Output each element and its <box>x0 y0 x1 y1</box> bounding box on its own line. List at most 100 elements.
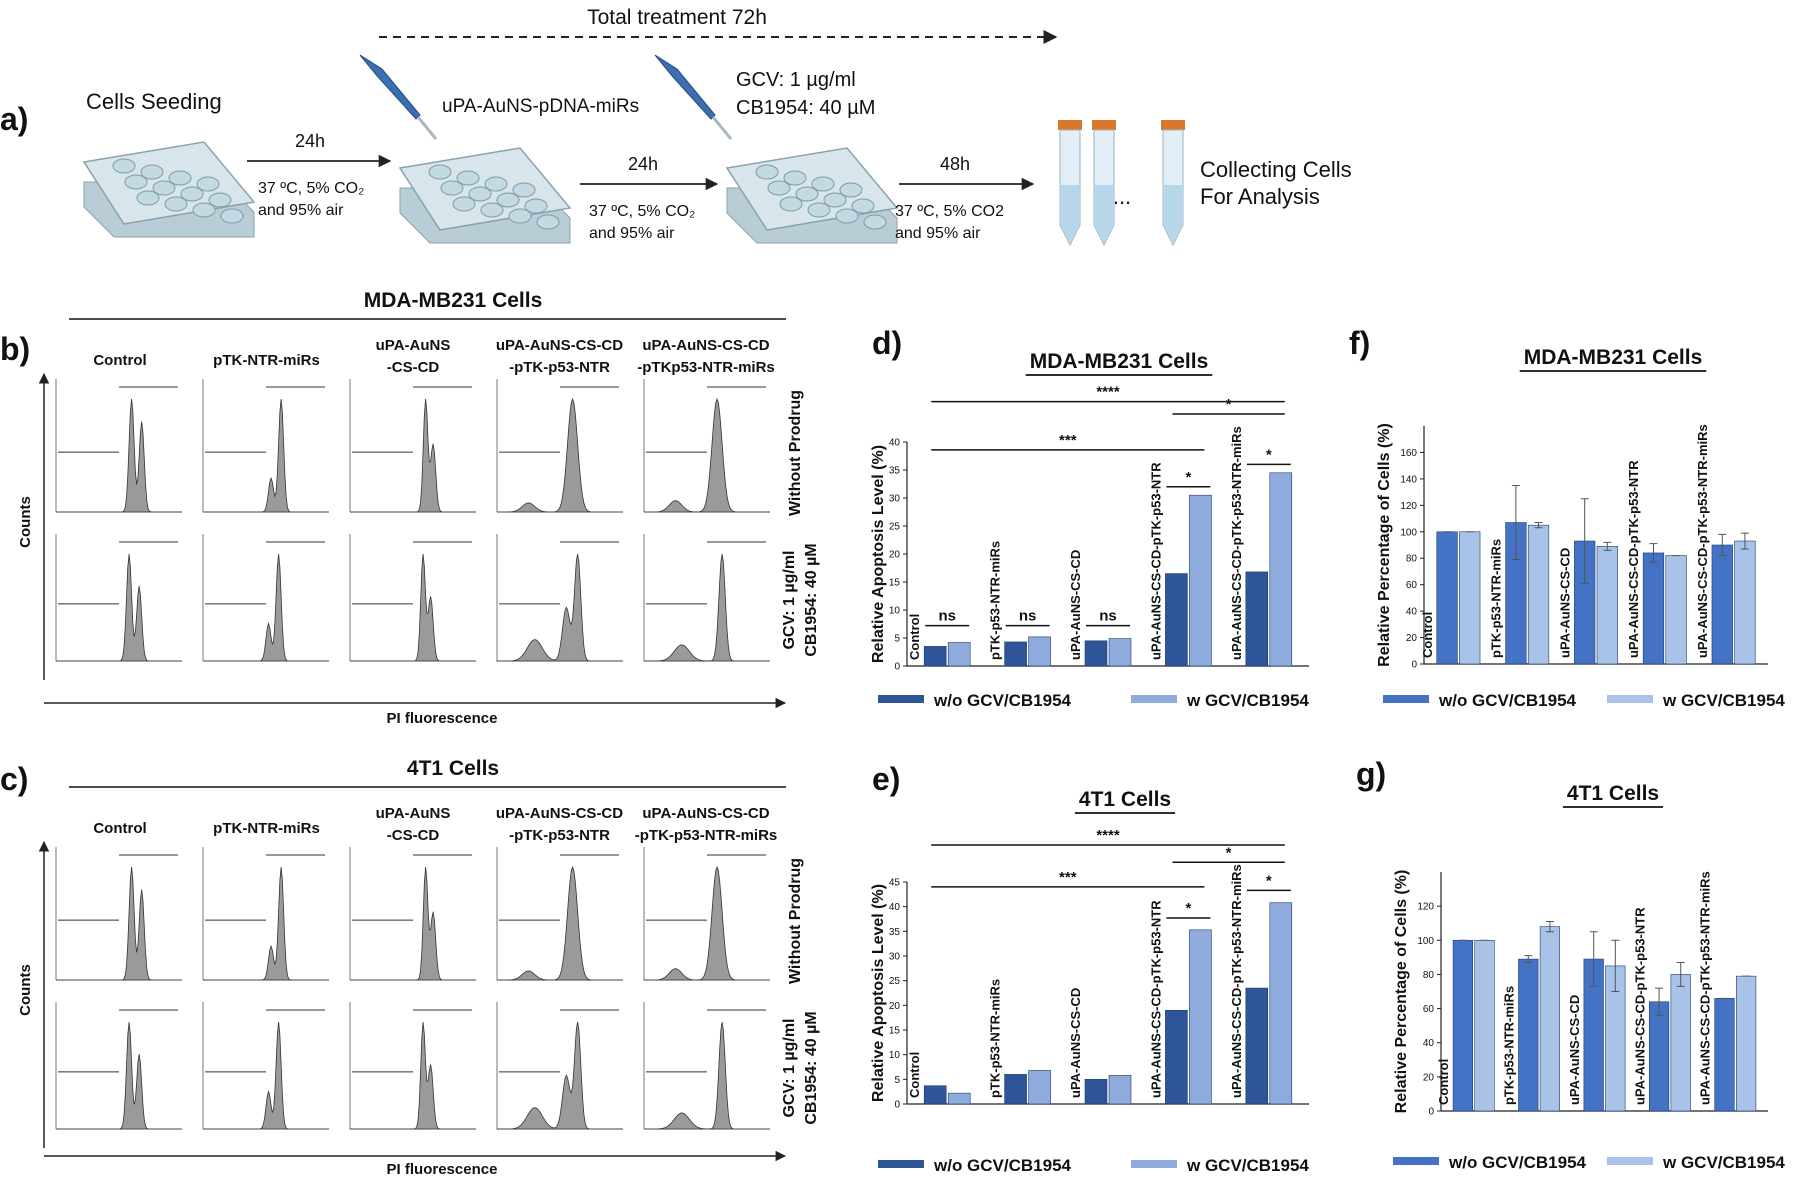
panel-label: f) <box>1349 325 1370 361</box>
legend-label: w/o GCV/CB1954 <box>933 1156 1072 1175</box>
histogram <box>350 553 476 662</box>
category-label: uPA-AuNS-CS-CD-pTK-p53-NTR-miRs <box>1229 864 1244 1098</box>
prodrug-label: GCV: 1 µg/ml <box>736 69 856 91</box>
significance-label: * <box>1266 446 1272 463</box>
error-bar <box>1603 541 1612 551</box>
incubation-condition: and 95% air <box>258 202 344 219</box>
error-bar <box>1649 543 1658 563</box>
y-tick-label: 5 <box>894 1075 900 1086</box>
incubation-time: 24h <box>628 154 658 174</box>
histogram <box>56 866 182 981</box>
well <box>839 182 863 198</box>
y-axis-label: Relative Percentage of Cells (%) <box>1393 870 1410 1114</box>
x-axis-label: PI fluorescence <box>387 710 498 727</box>
legend-swatch <box>1607 695 1653 703</box>
column-header: Control <box>93 352 146 369</box>
y-tick-label: 30 <box>889 494 901 505</box>
collection-label: Collecting Cells <box>1200 157 1352 182</box>
well <box>835 208 859 224</box>
category-label: uPA-AuNS-CS-CD-pTK-p53-NTR-miRs <box>1695 424 1710 658</box>
collection-label: For Analysis <box>1200 184 1320 209</box>
error-bar <box>1718 533 1727 557</box>
category-label: pTK-p53-NTR-miRs <box>1489 539 1504 658</box>
category-label: Control <box>907 614 922 660</box>
row-label: GCV: 1 µg/ml <box>781 1018 798 1117</box>
significance-label: * <box>1226 844 1232 861</box>
bar <box>1245 571 1269 667</box>
y-axis-label: Relative Apoptosis Level (%) <box>870 884 887 1102</box>
legend-label: w GCV/CB1954 <box>1662 691 1785 710</box>
well <box>480 202 504 218</box>
y-tick-label: 40 <box>889 438 901 449</box>
error-bar <box>1545 921 1554 933</box>
bar <box>1028 636 1051 667</box>
histogram <box>497 553 623 662</box>
bar <box>1004 641 1027 667</box>
bar <box>1189 929 1212 1105</box>
well <box>807 202 831 218</box>
y-tick-label: 25 <box>889 976 901 987</box>
well <box>851 198 875 214</box>
row-label: CB1954: 40 µM <box>803 543 820 656</box>
error-bar <box>1676 961 1685 987</box>
histogram <box>497 1021 623 1130</box>
category-label: uPA-AuNS-CS-CD-pTK-p53-NTR <box>1626 460 1641 658</box>
y-tick-label: 0 <box>894 1100 900 1111</box>
incubation-condition: 37 ºC, 5% CO₂ <box>258 180 364 197</box>
y-tick-label: 20 <box>889 550 901 561</box>
error-bar <box>1511 485 1520 561</box>
well <box>468 186 492 202</box>
y-tick-label: 60 <box>1423 1004 1435 1015</box>
bar <box>1028 1070 1051 1105</box>
bar <box>1189 494 1212 667</box>
chart-title: MDA-MB231 Cells <box>1030 350 1209 373</box>
bar <box>1711 544 1733 665</box>
legend-swatch <box>878 695 924 703</box>
bar <box>1734 540 1756 665</box>
y-tick-label: 0 <box>1428 1107 1434 1118</box>
well <box>512 182 536 198</box>
significance-label: **** <box>1096 384 1120 401</box>
seeding-label: Cells Seeding <box>86 89 222 114</box>
bar <box>1108 1075 1132 1105</box>
well <box>192 202 216 218</box>
y-axis-label: Relative Apoptosis Level (%) <box>870 445 887 663</box>
y-tick-label: 40 <box>1406 607 1418 618</box>
y-tick-label: 60 <box>1406 580 1418 591</box>
column-header: Control <box>93 820 146 837</box>
histogram <box>56 1021 182 1130</box>
column-header: pTK-NTR-miRs <box>213 352 320 369</box>
y-tick-label: 40 <box>889 902 901 913</box>
well <box>164 196 188 212</box>
category-label: pTK-p53-NTR-miRs <box>1501 986 1516 1105</box>
bar <box>947 642 971 667</box>
y-axis-label: Relative Percentage of Cells (%) <box>1376 423 1393 667</box>
y-tick-label: 80 <box>1423 970 1435 981</box>
category-label: uPA-AuNS-CS-CD <box>1068 550 1083 660</box>
significance-label: * <box>1185 469 1191 486</box>
well <box>484 176 508 192</box>
histogram <box>644 397 770 513</box>
histogram <box>203 1021 329 1130</box>
y-tick-label: 160 <box>1400 448 1417 459</box>
transfection-label: uPA-AuNS-pDNA-miRs <box>442 96 639 117</box>
y-tick-label: 25 <box>889 522 901 533</box>
column-header: uPA-AuNS <box>376 337 451 354</box>
prodrug-label: CB1954: 40 µM <box>736 97 875 119</box>
histogram <box>350 866 476 981</box>
well <box>180 186 204 202</box>
category-label: Control <box>1436 1059 1451 1105</box>
incubation-condition: and 95% air <box>589 225 675 242</box>
legend-swatch <box>1131 695 1177 703</box>
x-axis-label: PI fluorescence <box>387 1161 498 1178</box>
histogram <box>203 553 329 662</box>
significance-label: ns <box>938 608 956 625</box>
error-bar <box>1589 931 1598 987</box>
pipette-tip <box>711 116 733 140</box>
histogram <box>203 398 329 513</box>
bar <box>1084 1079 1108 1105</box>
column-header: -pTKp53-NTR-miRs <box>637 359 775 376</box>
column-header: uPA-AuNS-CS-CD <box>496 805 623 822</box>
histogram <box>497 397 623 513</box>
